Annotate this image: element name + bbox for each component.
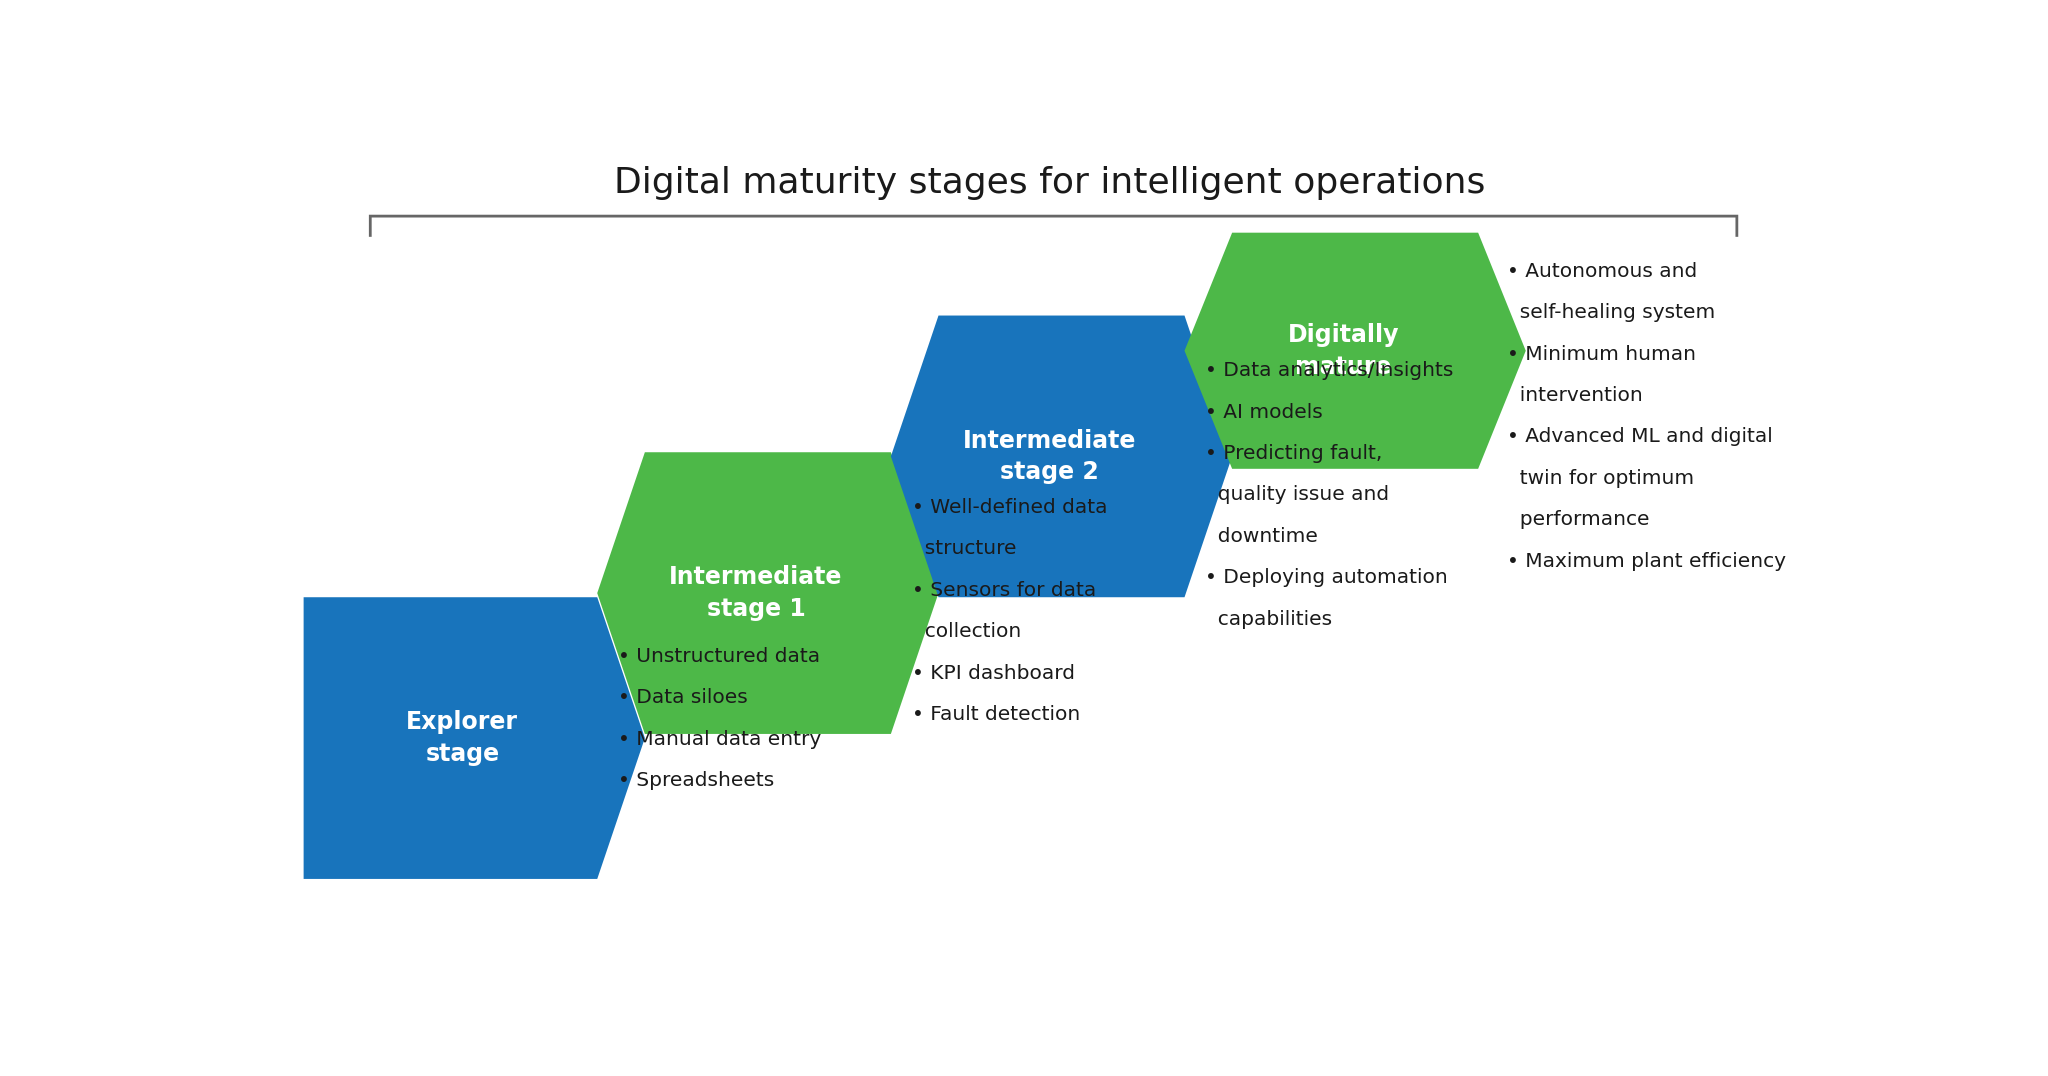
Text: • Advanced ML and digital: • Advanced ML and digital <box>1507 427 1772 447</box>
Text: intervention: intervention <box>1507 386 1642 405</box>
Text: collection: collection <box>911 622 1020 641</box>
Text: structure: structure <box>911 539 1016 558</box>
Text: Intermediate
stage 2: Intermediate stage 2 <box>963 428 1137 484</box>
Text: • AI models: • AI models <box>1204 402 1323 422</box>
Text: performance: performance <box>1507 510 1649 529</box>
Text: • Maximum plant efficiency: • Maximum plant efficiency <box>1507 552 1786 570</box>
Text: • Minimum human: • Minimum human <box>1507 344 1696 364</box>
Text: • Spreadsheets: • Spreadsheets <box>618 771 774 790</box>
Text: downtime: downtime <box>1204 527 1319 546</box>
Text: quality issue and: quality issue and <box>1204 485 1389 505</box>
Text: • Sensors for data: • Sensors for data <box>911 581 1096 599</box>
Polygon shape <box>598 452 938 734</box>
Text: Explorer
stage: Explorer stage <box>406 710 518 766</box>
Polygon shape <box>1184 232 1526 469</box>
Text: • Manual data entry: • Manual data entry <box>618 730 821 749</box>
Text: • Well-defined data: • Well-defined data <box>911 498 1108 516</box>
Text: • Data analytics/Insights: • Data analytics/Insights <box>1204 362 1454 380</box>
Text: • Autonomous and: • Autonomous and <box>1507 261 1698 281</box>
Text: capabilities: capabilities <box>1204 610 1333 628</box>
Text: Digitally
mature: Digitally mature <box>1288 323 1399 379</box>
Text: self-healing system: self-healing system <box>1507 303 1714 322</box>
Text: • Predicting fault,: • Predicting fault, <box>1204 444 1382 463</box>
Text: Intermediate
stage 1: Intermediate stage 1 <box>670 565 842 621</box>
Text: • KPI dashboard: • KPI dashboard <box>911 664 1075 682</box>
Text: • Data siloes: • Data siloes <box>618 689 748 707</box>
Text: • Deploying automation: • Deploying automation <box>1204 568 1448 587</box>
Text: • Fault detection: • Fault detection <box>911 705 1079 724</box>
Text: twin for optimum: twin for optimum <box>1507 469 1694 487</box>
Text: • Unstructured data: • Unstructured data <box>618 647 819 666</box>
Polygon shape <box>891 315 1233 597</box>
Polygon shape <box>303 597 645 879</box>
Text: Digital maturity stages for intelligent operations: Digital maturity stages for intelligent … <box>614 166 1485 200</box>
